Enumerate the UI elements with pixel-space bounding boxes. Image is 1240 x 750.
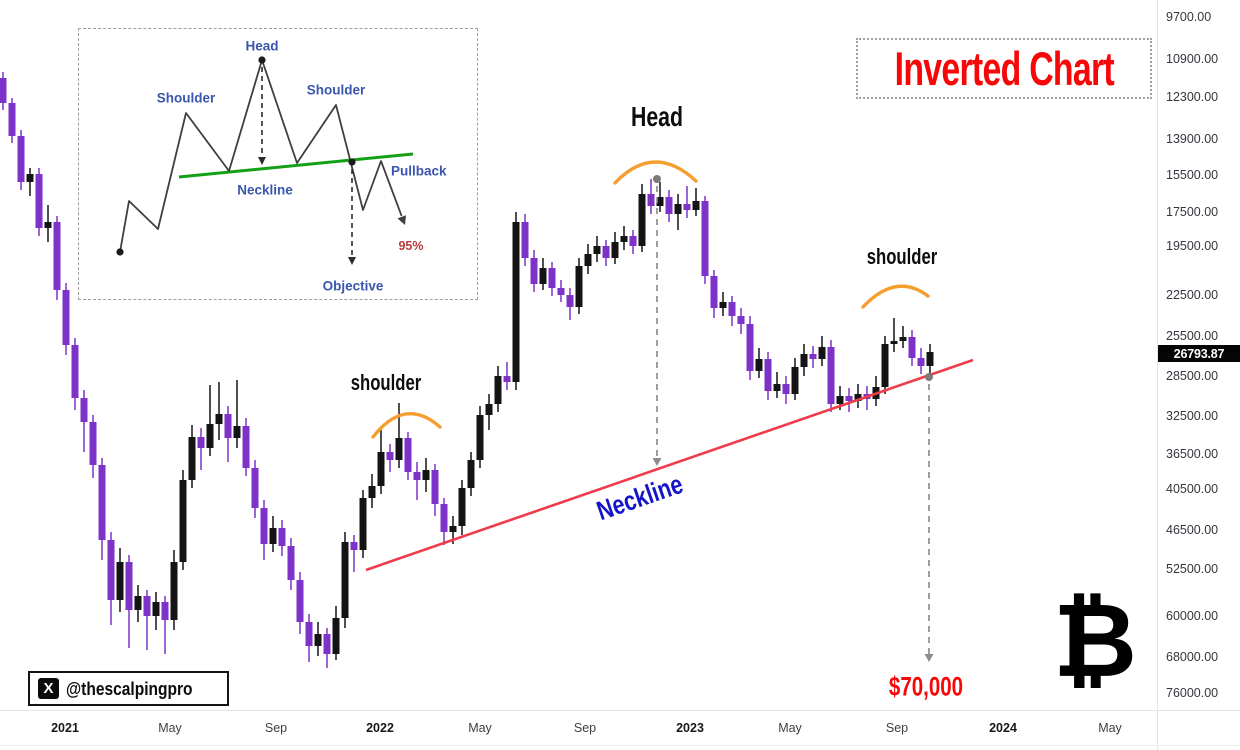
price-tick: 25500.00 xyxy=(1166,329,1219,343)
inset-label-objective: Objective xyxy=(322,278,384,294)
time-tick: 2021 xyxy=(51,721,79,735)
time-tick: 2023 xyxy=(676,721,704,735)
time-tick: 2024 xyxy=(989,721,1017,735)
price-tick: 9700.00 xyxy=(1166,10,1212,24)
inset-neckline xyxy=(178,152,414,179)
price-tick: 17500.00 xyxy=(1166,205,1219,219)
price-tick: 52500.00 xyxy=(1166,562,1219,576)
shoulder-left-label: shoulder xyxy=(350,370,422,395)
price-target-label: $70,000 xyxy=(888,671,964,702)
title-text: Inverted Chart xyxy=(894,42,1114,95)
watermark-handle: @thescalpingpro xyxy=(66,677,193,699)
neckline-line xyxy=(365,358,974,572)
inset-label-pullback: Pullback xyxy=(391,163,447,179)
time-tick: Sep xyxy=(573,721,597,735)
price-tick: 10900.00 xyxy=(1166,52,1219,66)
head-to-neckline-arrow xyxy=(652,175,662,466)
inset-label-head: Head xyxy=(245,38,279,54)
time-tick: Sep xyxy=(885,721,909,735)
price-tick: 68000.00 xyxy=(1166,650,1219,664)
price-tick: 19500.00 xyxy=(1166,239,1219,253)
price-tick: 46500.00 xyxy=(1166,523,1219,537)
price-scale-border xyxy=(1157,0,1158,750)
inset-label-shoulder-right: Shoulder xyxy=(306,82,366,98)
inset-label-percent: 95% xyxy=(398,239,424,253)
last-price-badge: 26793.87 xyxy=(1158,345,1240,362)
price-tick: 13900.00 xyxy=(1166,132,1219,146)
time-scale-border xyxy=(0,710,1240,711)
price-tick: 32500.00 xyxy=(1166,409,1219,423)
right-shoulder-arc xyxy=(861,284,930,309)
candlestick-series xyxy=(0,72,934,668)
inset-final-arrowhead xyxy=(397,215,406,225)
pattern-inset: Head Shoulder Shoulder Neckline Pullback… xyxy=(78,28,478,300)
title-box: Inverted Chart xyxy=(856,38,1152,99)
x-logo-icon: X xyxy=(38,678,59,699)
time-tick: May xyxy=(778,721,802,735)
watermark: X @thescalpingpro xyxy=(28,671,229,706)
inset-label-neckline: Neckline xyxy=(237,182,293,198)
pattern-arcs xyxy=(371,160,930,439)
price-tick: 12300.00 xyxy=(1166,90,1219,104)
bottom-border xyxy=(0,745,1240,746)
bitcoin-logo: ₿ xyxy=(1053,581,1137,701)
shoulder-right-label: shoulder xyxy=(866,244,938,269)
price-tick: 76000.00 xyxy=(1166,686,1219,700)
price-tick: 22500.00 xyxy=(1166,288,1219,302)
time-tick: May xyxy=(1098,721,1122,735)
head-label: Head xyxy=(630,101,684,132)
time-tick: May xyxy=(158,721,182,735)
price-tick: 60000.00 xyxy=(1166,609,1219,623)
price-tick: 15500.00 xyxy=(1166,168,1219,182)
price-tick: 28500.00 xyxy=(1166,369,1219,383)
pattern-inset-drawing xyxy=(116,56,414,265)
time-tick: Sep xyxy=(264,721,288,735)
price-tick: 36500.00 xyxy=(1166,447,1219,461)
time-tick: May xyxy=(468,721,492,735)
head-arc xyxy=(613,160,698,185)
price-tick: 40500.00 xyxy=(1166,482,1219,496)
inset-label-shoulder-left: Shoulder xyxy=(156,90,216,106)
time-tick: 2022 xyxy=(366,721,394,735)
neckline-to-target-arrow xyxy=(924,373,934,662)
left-shoulder-arc xyxy=(371,412,442,439)
